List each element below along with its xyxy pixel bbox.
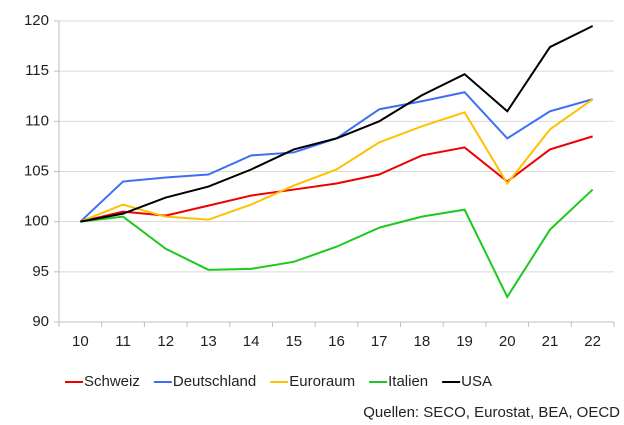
y-tick-label: 110 bbox=[25, 112, 49, 129]
x-tick-label: 17 bbox=[371, 333, 388, 350]
x-tick-label: 12 bbox=[157, 333, 174, 350]
x-tick-label: 22 bbox=[584, 333, 601, 350]
legend-label: Italien bbox=[388, 373, 428, 390]
legend-label: Deutschland bbox=[173, 373, 256, 390]
x-tick-label: 21 bbox=[542, 333, 559, 350]
y-tick-label: 90 bbox=[32, 313, 49, 330]
y-tick-label: 100 bbox=[24, 213, 49, 230]
y-tick-label: 120 bbox=[24, 12, 49, 29]
y-tick-label: 105 bbox=[24, 162, 49, 179]
x-tick-label: 13 bbox=[200, 333, 217, 350]
source-note: Quellen: SECO, Eurostat, BEA, OECD bbox=[363, 404, 620, 421]
x-tick-label: 18 bbox=[414, 333, 431, 350]
y-tick-label: 115 bbox=[25, 62, 49, 79]
series-line bbox=[79, 91, 593, 223]
x-tick-label: 19 bbox=[456, 333, 473, 350]
legend-label: USA bbox=[461, 373, 492, 390]
legend-label: Schweiz bbox=[84, 373, 140, 390]
series-line bbox=[79, 98, 594, 223]
x-tick-label: 20 bbox=[499, 333, 516, 350]
x-tick-label: 10 bbox=[72, 333, 89, 350]
x-tick-label: 15 bbox=[285, 333, 302, 350]
x-tick-label: 11 bbox=[115, 333, 131, 350]
legend-label: Euroraum bbox=[289, 373, 355, 390]
x-tick-label: 16 bbox=[328, 333, 345, 350]
y-tick-label: 95 bbox=[32, 263, 49, 280]
x-tick-label: 14 bbox=[243, 333, 260, 350]
series-line bbox=[80, 188, 594, 299]
series-line bbox=[80, 25, 594, 223]
